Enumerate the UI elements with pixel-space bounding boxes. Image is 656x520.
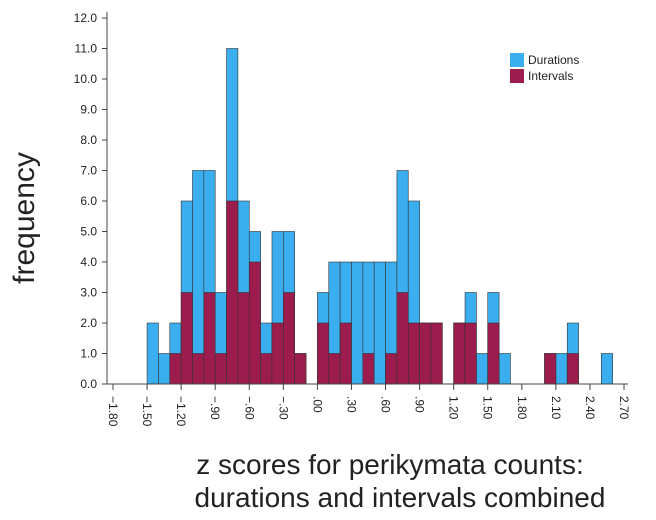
x-tick-label: .30 (344, 396, 358, 413)
bar (214, 353, 227, 385)
legend-swatch (510, 69, 524, 83)
bar (317, 322, 330, 385)
x-tick-label: −1.20 (174, 396, 188, 427)
x-tick-label: 1.50 (481, 396, 495, 420)
x-tick-label: −.60 (242, 396, 256, 420)
bar (373, 261, 386, 385)
y-tick-label: 6.0 (80, 194, 97, 208)
bar (351, 261, 364, 385)
x-tick-label: −.30 (276, 396, 290, 420)
y-tick-label: 4.0 (80, 255, 97, 269)
x-axis-title: durations and intervals combined (195, 482, 606, 513)
x-tick-label: 2.40 (583, 396, 597, 420)
bar (600, 353, 613, 385)
bar (260, 353, 273, 385)
x-tick-label: 1.20 (447, 396, 461, 420)
bar (203, 292, 216, 385)
x-tick-label: 2.10 (549, 396, 563, 420)
bar (464, 322, 477, 385)
y-tick-label: 2.0 (80, 316, 97, 330)
bar (192, 170, 205, 385)
bar (544, 353, 557, 385)
y-tick-label: 3.0 (80, 286, 97, 300)
legend-label: Durations (528, 53, 579, 67)
x-tick-label: .90 (413, 396, 427, 413)
x-tick-label: −1.80 (106, 396, 120, 427)
bar (362, 353, 375, 385)
x-tick-label: 2.70 (617, 396, 631, 420)
x-tick-label: .60 (379, 396, 393, 413)
bar (248, 261, 261, 385)
y-tick-label: 5.0 (80, 225, 97, 239)
x-axis-title: z scores for perikymata counts: (196, 449, 583, 480)
bar (566, 353, 579, 385)
bar (487, 322, 500, 385)
bar (294, 353, 307, 385)
bar (146, 322, 159, 385)
x-tick-label: −.90 (208, 396, 222, 420)
bar (407, 322, 420, 385)
bar (271, 322, 284, 385)
y-axis-title: frequency (8, 152, 41, 284)
y-tick-label: 8.0 (80, 133, 97, 147)
bar (453, 322, 466, 385)
y-tick-label: 0.0 (80, 377, 97, 391)
y-tick-label: 12.0 (74, 11, 98, 25)
bar (498, 353, 511, 385)
bar (328, 353, 341, 385)
bar (339, 322, 352, 385)
bar (158, 353, 171, 385)
y-tick-label: 9.0 (80, 103, 97, 117)
bar (430, 322, 443, 385)
bar (419, 322, 432, 385)
bar (396, 292, 409, 385)
y-tick-label: 11.0 (75, 42, 98, 56)
legend-label: Intervals (528, 69, 573, 83)
y-tick-label: 1.0 (80, 347, 97, 361)
bar (555, 353, 568, 385)
bar (192, 353, 205, 385)
bar (283, 292, 295, 385)
bar (476, 353, 489, 385)
x-tick-label: 1.80 (515, 396, 529, 420)
y-tick-label: 7.0 (80, 164, 97, 178)
x-tick-label: .00 (310, 396, 324, 413)
bar (385, 353, 398, 385)
bar (180, 292, 193, 385)
y-tick-label: 10.0 (74, 72, 98, 86)
legend-swatch (510, 53, 524, 67)
x-tick-label: −1.50 (140, 396, 154, 427)
bar (237, 292, 250, 385)
bar (226, 200, 239, 385)
bar (169, 353, 182, 385)
